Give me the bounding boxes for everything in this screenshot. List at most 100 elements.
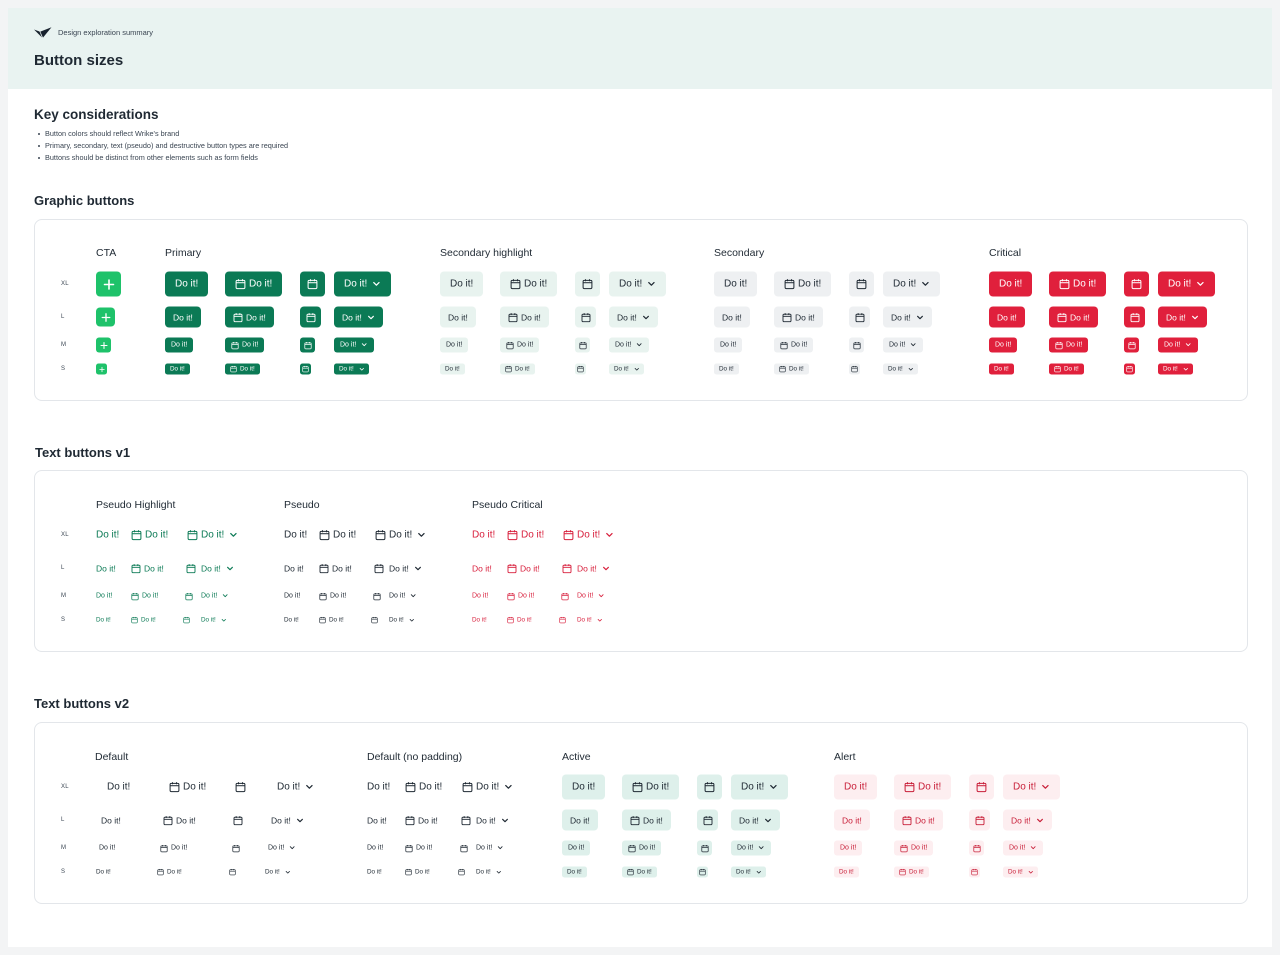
calendar-do-it-button[interactable]: Do it! xyxy=(500,337,540,353)
calendar-do-it-button[interactable]: Do it! xyxy=(152,867,187,878)
calendar-do-it-button[interactable]: Do it! xyxy=(622,866,657,878)
do-it-button[interactable]: Do it! xyxy=(834,774,878,800)
do-it-dropdown-button[interactable]: Do it! xyxy=(263,810,312,831)
do-it-dropdown-button[interactable]: Do it! xyxy=(334,271,392,297)
do-it-button[interactable]: Do it! xyxy=(989,271,1033,297)
do-it-button[interactable]: Do it! xyxy=(562,840,591,856)
do-it-button[interactable]: Do it! xyxy=(284,589,300,604)
do-it-dropdown-button[interactable]: Do it! xyxy=(1003,774,1061,800)
calendar-do-it-button[interactable]: Do it! xyxy=(774,363,809,375)
do-it-button[interactable]: Do it! xyxy=(562,809,598,831)
calendar-do-it-button[interactable]: Do it! xyxy=(500,306,549,328)
do-it-button[interactable]: Do it! xyxy=(284,558,304,579)
do-it-dropdown-button[interactable]: Do it! xyxy=(389,558,422,579)
do-it-button[interactable]: Do it! xyxy=(367,775,390,800)
do-it-button[interactable]: Do it! xyxy=(165,363,190,375)
calendar-do-it-button[interactable]: Do it! xyxy=(319,523,356,548)
do-it-dropdown-button[interactable]: Do it! xyxy=(262,841,302,856)
calendar-do-it-button[interactable]: Do it! xyxy=(405,775,442,800)
calendar-do-it-button[interactable]: Do it! xyxy=(500,271,558,297)
calendar-do-it-button[interactable]: Do it! xyxy=(622,809,671,831)
calendar-icon-button[interactable] xyxy=(969,840,984,856)
calendar-do-it-button[interactable]: Do it! xyxy=(507,523,544,548)
calendar-do-it-button[interactable]: Do it! xyxy=(131,615,156,626)
do-it-dropdown-button[interactable]: Do it! xyxy=(476,867,501,878)
do-it-dropdown-button[interactable]: Do it! xyxy=(1003,866,1039,878)
calendar-icon-button[interactable] xyxy=(1124,337,1139,353)
calendar-icon-button[interactable] xyxy=(556,523,581,548)
calendar-do-it-button[interactable]: Do it! xyxy=(1049,337,1089,353)
do-it-dropdown-button[interactable]: Do it! xyxy=(609,363,645,375)
calendar-icon-button[interactable] xyxy=(849,363,860,375)
calendar-do-it-button[interactable]: Do it! xyxy=(1049,271,1107,297)
do-it-dropdown-button[interactable]: Do it! xyxy=(334,306,383,328)
calendar-icon-button[interactable] xyxy=(849,271,874,297)
calendar-icon-button[interactable] xyxy=(227,810,248,831)
do-it-button[interactable]: Do it! xyxy=(834,866,859,878)
calendar-icon-button[interactable] xyxy=(228,775,253,800)
calendar-icon-button[interactable] xyxy=(300,363,311,375)
calendar-do-it-button[interactable]: Do it! xyxy=(405,841,432,856)
calendar-icon-button[interactable] xyxy=(969,774,994,800)
do-it-button[interactable]: Do it! xyxy=(165,337,194,353)
calendar-icon-button[interactable] xyxy=(1124,271,1149,297)
do-it-dropdown-button[interactable]: Do it! xyxy=(577,589,605,604)
calendar-icon-button[interactable] xyxy=(300,271,325,297)
calendar-icon-button[interactable] xyxy=(575,363,586,375)
do-it-dropdown-button[interactable]: Do it! xyxy=(476,841,504,856)
calendar-icon-button[interactable] xyxy=(227,867,238,878)
calendar-icon-button[interactable] xyxy=(228,841,243,856)
do-it-dropdown-button[interactable]: Do it! xyxy=(334,337,374,353)
do-it-button[interactable]: Do it! xyxy=(96,589,112,604)
cta-add-button[interactable] xyxy=(96,363,107,375)
calendar-do-it-button[interactable]: Do it! xyxy=(894,774,952,800)
calendar-do-it-button[interactable]: Do it! xyxy=(131,558,164,579)
calendar-do-it-button[interactable]: Do it! xyxy=(1049,363,1084,375)
do-it-dropdown-button[interactable]: Do it! xyxy=(201,615,226,626)
do-it-dropdown-button[interactable]: Do it! xyxy=(1003,840,1043,856)
do-it-dropdown-button[interactable]: Do it! xyxy=(883,306,932,328)
calendar-icon-button[interactable] xyxy=(556,558,577,579)
do-it-dropdown-button[interactable]: Do it! xyxy=(609,306,658,328)
do-it-button[interactable]: Do it! xyxy=(989,363,1014,375)
calendar-icon-button[interactable] xyxy=(456,841,471,856)
calendar-icon-button[interactable] xyxy=(557,589,572,604)
do-it-dropdown-button[interactable]: Do it! xyxy=(731,840,771,856)
calendar-do-it-button[interactable]: Do it! xyxy=(319,615,344,626)
do-it-dropdown-button[interactable]: Do it! xyxy=(577,558,610,579)
calendar-do-it-button[interactable]: Do it! xyxy=(319,558,352,579)
calendar-icon-button[interactable] xyxy=(455,775,480,800)
calendar-icon-button[interactable] xyxy=(697,809,718,831)
calendar-icon-button[interactable] xyxy=(369,615,380,626)
do-it-dropdown-button[interactable]: Do it! xyxy=(476,775,513,800)
do-it-button[interactable]: Do it! xyxy=(562,774,606,800)
calendar-icon-button[interactable] xyxy=(575,337,590,353)
calendar-do-it-button[interactable]: Do it! xyxy=(131,589,158,604)
calendar-icon-button[interactable] xyxy=(1124,363,1135,375)
calendar-do-it-button[interactable]: Do it! xyxy=(405,867,430,878)
do-it-dropdown-button[interactable]: Do it! xyxy=(201,523,238,548)
calendar-do-it-button[interactable]: Do it! xyxy=(894,809,943,831)
calendar-do-it-button[interactable]: Do it! xyxy=(131,523,168,548)
do-it-button[interactable]: Do it! xyxy=(472,558,492,579)
calendar-icon-button[interactable] xyxy=(697,774,722,800)
calendar-do-it-button[interactable]: Do it! xyxy=(225,337,265,353)
cta-add-button[interactable] xyxy=(96,307,115,327)
do-it-dropdown-button[interactable]: Do it! xyxy=(731,866,767,878)
do-it-button[interactable]: Do it! xyxy=(96,558,116,579)
do-it-dropdown-button[interactable]: Do it! xyxy=(334,363,370,375)
do-it-button[interactable]: Do it! xyxy=(440,337,469,353)
cta-add-button[interactable] xyxy=(96,337,111,353)
calendar-icon-button[interactable] xyxy=(300,337,315,353)
do-it-dropdown-button[interactable]: Do it! xyxy=(609,337,649,353)
calendar-do-it-button[interactable]: Do it! xyxy=(774,337,814,353)
calendar-do-it-button[interactable]: Do it! xyxy=(894,866,929,878)
do-it-button[interactable]: Do it! xyxy=(472,523,495,548)
calendar-icon-button[interactable] xyxy=(697,866,708,878)
calendar-icon-button[interactable] xyxy=(697,840,712,856)
calendar-icon-button[interactable] xyxy=(575,271,600,297)
do-it-button[interactable]: Do it! xyxy=(472,615,487,626)
calendar-do-it-button[interactable]: Do it! xyxy=(154,841,193,856)
do-it-button[interactable]: Do it! xyxy=(91,867,116,878)
calendar-do-it-button[interactable]: Do it! xyxy=(894,840,934,856)
